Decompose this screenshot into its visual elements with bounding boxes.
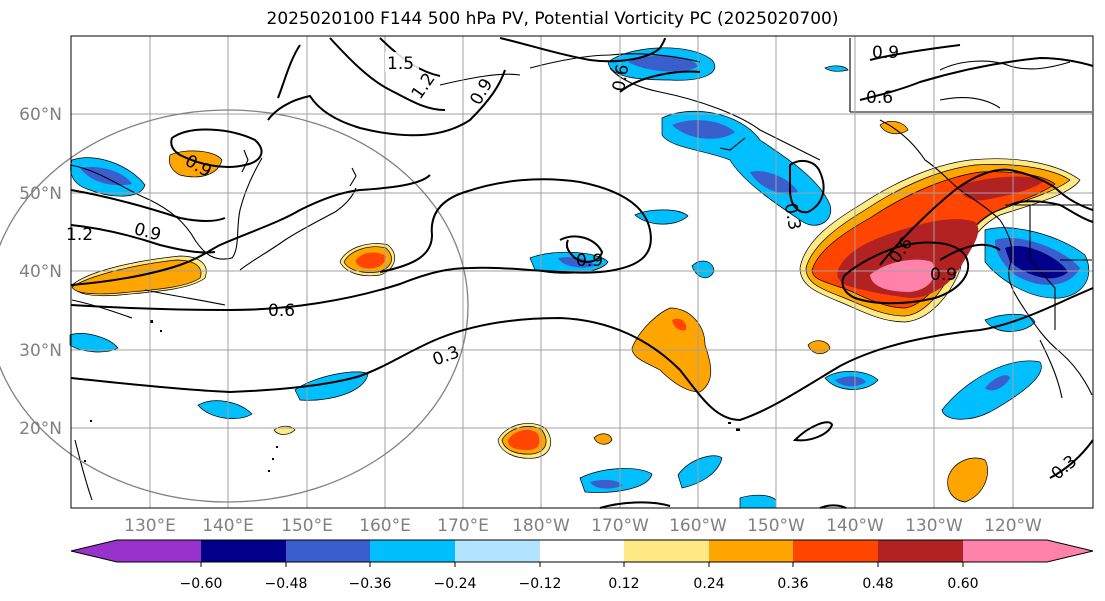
contour-label: 0.9 [872,43,899,63]
colorbar-segment [878,540,964,562]
colorbar-tick-label: 0.36 [777,576,808,592]
reference-circle [0,109,469,503]
lon-tick-label: 120°W [984,516,1042,536]
lat-tick-label: 40°N [19,262,62,282]
neg-anomaly-alaska-gulf [661,111,832,226]
lon-tick-label: 140°E [202,516,254,536]
lat-tick-label: 60°N [19,105,62,125]
contour-label: 1.2 [66,225,93,245]
colorbar-segment [709,540,794,562]
colorbar-extend-max [1047,540,1093,562]
colorbar-segment [455,540,541,562]
contour-label: 0.3 [780,202,804,232]
colorbar-tick-label: −0.12 [519,576,562,592]
contour-label: 1.5 [387,54,414,74]
contour-label: 0.9 [466,75,497,108]
lon-tick-label: 180°W [512,516,570,536]
colorbar: −0.60 −0.48 −0.36 −0.24 −0.12 0.12 0.24 … [70,539,1094,592]
colorbar-tick-label: 0.24 [693,576,724,592]
colorbar-tick-label: −0.48 [265,576,308,592]
colorbar-ticks [200,562,964,567]
contour-label: 0.9 [576,251,603,271]
colorbar-segment [963,540,1048,562]
lon-tick-label: 160°W [669,516,727,536]
contour-label: 0.6 [268,301,295,321]
colorbar-tick-label: −0.36 [349,576,392,592]
contour-label: 0.6 [866,88,893,108]
colorbar-tick-label: 0.12 [608,576,639,592]
lon-tick-label: 150°W [747,516,805,536]
colorbar-segment [117,540,202,562]
lon-tick-label: 140°W [826,516,884,536]
colorbar-outline [70,539,1094,563]
colorbar-tick-label: 0.60 [947,576,978,592]
islands [84,320,740,472]
lat-tick-label: 30°N [19,341,62,361]
colorbar-segment [370,540,456,562]
colorbar-tick-label: −0.60 [180,576,223,592]
colorbar-extend-min [71,540,117,562]
map-frame [70,35,1094,509]
graticule [71,36,1093,508]
contour-label: 0.9 [132,219,163,245]
lon-tick-label: 130°W [905,516,963,536]
colorbar-tick-labels: −0.60 −0.48 −0.36 −0.24 −0.12 0.12 0.24 … [180,576,979,592]
colorbar-segment [793,540,879,562]
lon-tick-label: 130°E [124,516,176,536]
contour-label: 0.3 [430,342,462,370]
lon-axis: 130°E 140°E 150°E 160°E 170°E 180°W 170°… [124,516,1042,536]
colorbar-segments [71,540,1093,562]
lon-tick-label: 170°W [591,516,649,536]
colorbar-tick-label: −0.24 [434,576,477,592]
lon-tick-label: 170°E [437,516,489,536]
contour-label: 0.3 [1048,451,1082,484]
colorbar-segment [540,540,625,562]
map-title: 2025020100 F144 500 hPa PV, Potential Vo… [266,9,839,29]
colorbar-tick-label: 0.48 [862,576,893,592]
contour-label: 0.9 [930,265,957,285]
colorbar-segment [286,540,371,562]
lon-tick-label: 160°E [359,516,411,536]
contour-label: 0.6 [609,63,633,93]
lat-tick-label: 20°N [19,419,62,439]
lat-axis: 60°N 50°N 40°N 30°N 20°N [19,105,62,439]
lon-tick-label: 150°E [281,516,333,536]
colorbar-segment [624,540,710,562]
lat-tick-label: 50°N [19,184,62,204]
pv-contours [70,37,1094,509]
colorbar-segment [201,540,287,562]
